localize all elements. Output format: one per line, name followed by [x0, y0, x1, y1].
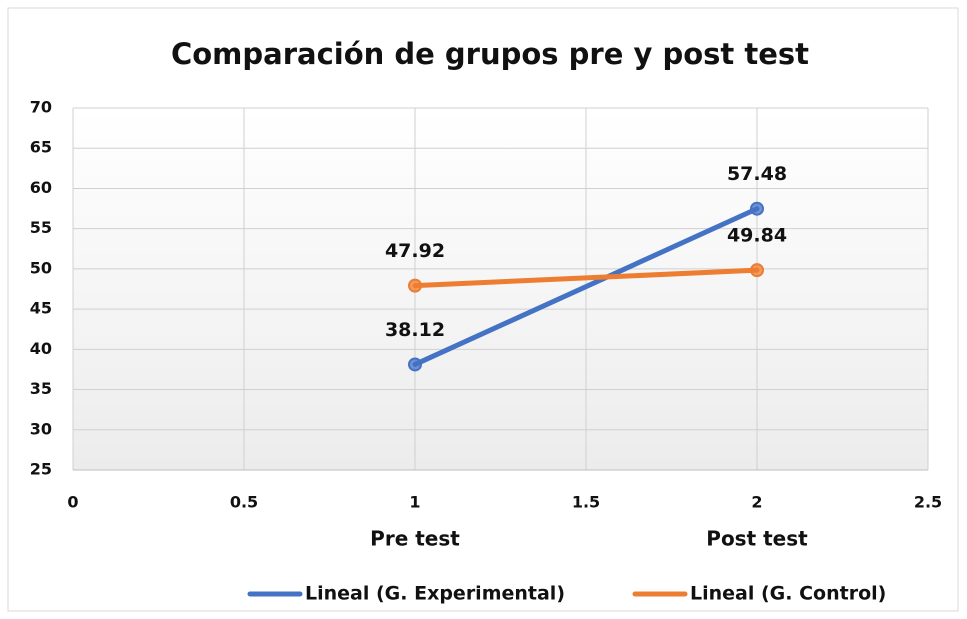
chart-title: Comparación de grupos pre y post test [171, 37, 809, 71]
y-tick-label: 50 [30, 258, 52, 277]
value-label: 38.12 [385, 319, 445, 341]
category-label: Post test [706, 527, 808, 551]
y-tick-label: 60 [30, 178, 52, 197]
y-tick-label: 55 [30, 218, 52, 237]
x-tick-label: 1 [409, 493, 420, 512]
y-tick-label: 30 [30, 419, 52, 438]
point [750, 263, 764, 278]
x-tick-label: 0.5 [230, 493, 258, 512]
y-tick-label: 35 [30, 379, 52, 398]
x-tick-label: 1.5 [572, 493, 600, 512]
y-tick-label: 70 [30, 98, 52, 117]
category-label: Pre test [370, 527, 460, 551]
series-line [412, 267, 760, 289]
x-tick-label: 0 [67, 493, 78, 512]
x-tick-label: 2.5 [914, 493, 942, 512]
point [408, 278, 422, 293]
value-label: 49.84 [727, 225, 787, 247]
x-tick-label: 2 [751, 493, 762, 512]
point [408, 357, 422, 372]
y-tick-label: 40 [30, 339, 52, 358]
y-tick-label: 45 [30, 299, 52, 318]
legend-label: Lineal (G. Experimental) [305, 583, 565, 605]
value-label: 57.48 [727, 163, 787, 185]
value-label: 47.92 [385, 240, 445, 262]
series-line [412, 206, 760, 367]
legend-label: Lineal (G. Control) [690, 583, 886, 605]
point [750, 201, 764, 216]
y-tick-label: 65 [30, 138, 52, 157]
plot-area [73, 108, 928, 470]
y-tick-label: 25 [30, 460, 52, 479]
